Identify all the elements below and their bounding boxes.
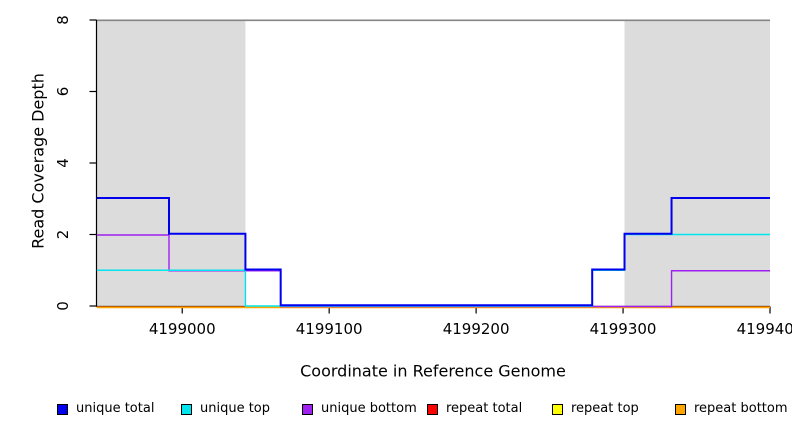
- repeat-region: [97, 20, 246, 307]
- legend-label-unique-total: unique total: [76, 401, 155, 416]
- legend-item-unique-top: unique top: [181, 399, 270, 419]
- x-axis-label: Coordinate in Reference Genome: [300, 361, 566, 381]
- legend-swatch-repeat-bottom: [675, 403, 686, 415]
- series-line-unique-total: [97, 197, 770, 307]
- x-tick-label: 4199000: [149, 320, 216, 338]
- x-tick-label: 4199300: [590, 320, 657, 338]
- legend-item-unique-total: unique total: [57, 399, 154, 419]
- legend-swatch-unique-total: [57, 403, 68, 415]
- legend-swatch-unique-top: [181, 403, 192, 415]
- x-tick-label: 4199100: [296, 320, 363, 338]
- y-tick-label: 0: [54, 301, 72, 311]
- y-tick-label: 2: [54, 230, 72, 240]
- legend: unique total unique top unique bottom re…: [0, 399, 792, 421]
- y-tick-label: 6: [54, 87, 72, 97]
- legend-label-repeat-total: repeat total: [446, 401, 523, 416]
- x-tick-label: 4199200: [443, 320, 510, 338]
- legend-item-repeat-bottom: repeat bottom: [675, 399, 788, 419]
- legend-item-repeat-top: repeat top: [552, 399, 639, 419]
- x-tick-label: 4199400: [737, 320, 792, 338]
- legend-item-unique-bottom: unique bottom: [302, 399, 417, 419]
- legend-swatch-repeat-top: [552, 403, 563, 415]
- legend-swatch-repeat-total: [427, 403, 438, 415]
- legend-label-repeat-bottom: repeat bottom: [694, 401, 788, 416]
- y-axis-label: Read Coverage Depth: [28, 73, 48, 249]
- legend-label-unique-bottom: unique bottom: [321, 401, 417, 416]
- y-tick-label: 8: [54, 15, 72, 25]
- legend-label-repeat-top: repeat top: [571, 401, 639, 416]
- y-tick-label: 4: [54, 158, 72, 168]
- repeat-region: [624, 20, 770, 307]
- legend-item-repeat-total: repeat total: [427, 399, 522, 419]
- legend-label-unique-top: unique top: [200, 401, 271, 416]
- legend-swatch-unique-bottom: [302, 403, 313, 415]
